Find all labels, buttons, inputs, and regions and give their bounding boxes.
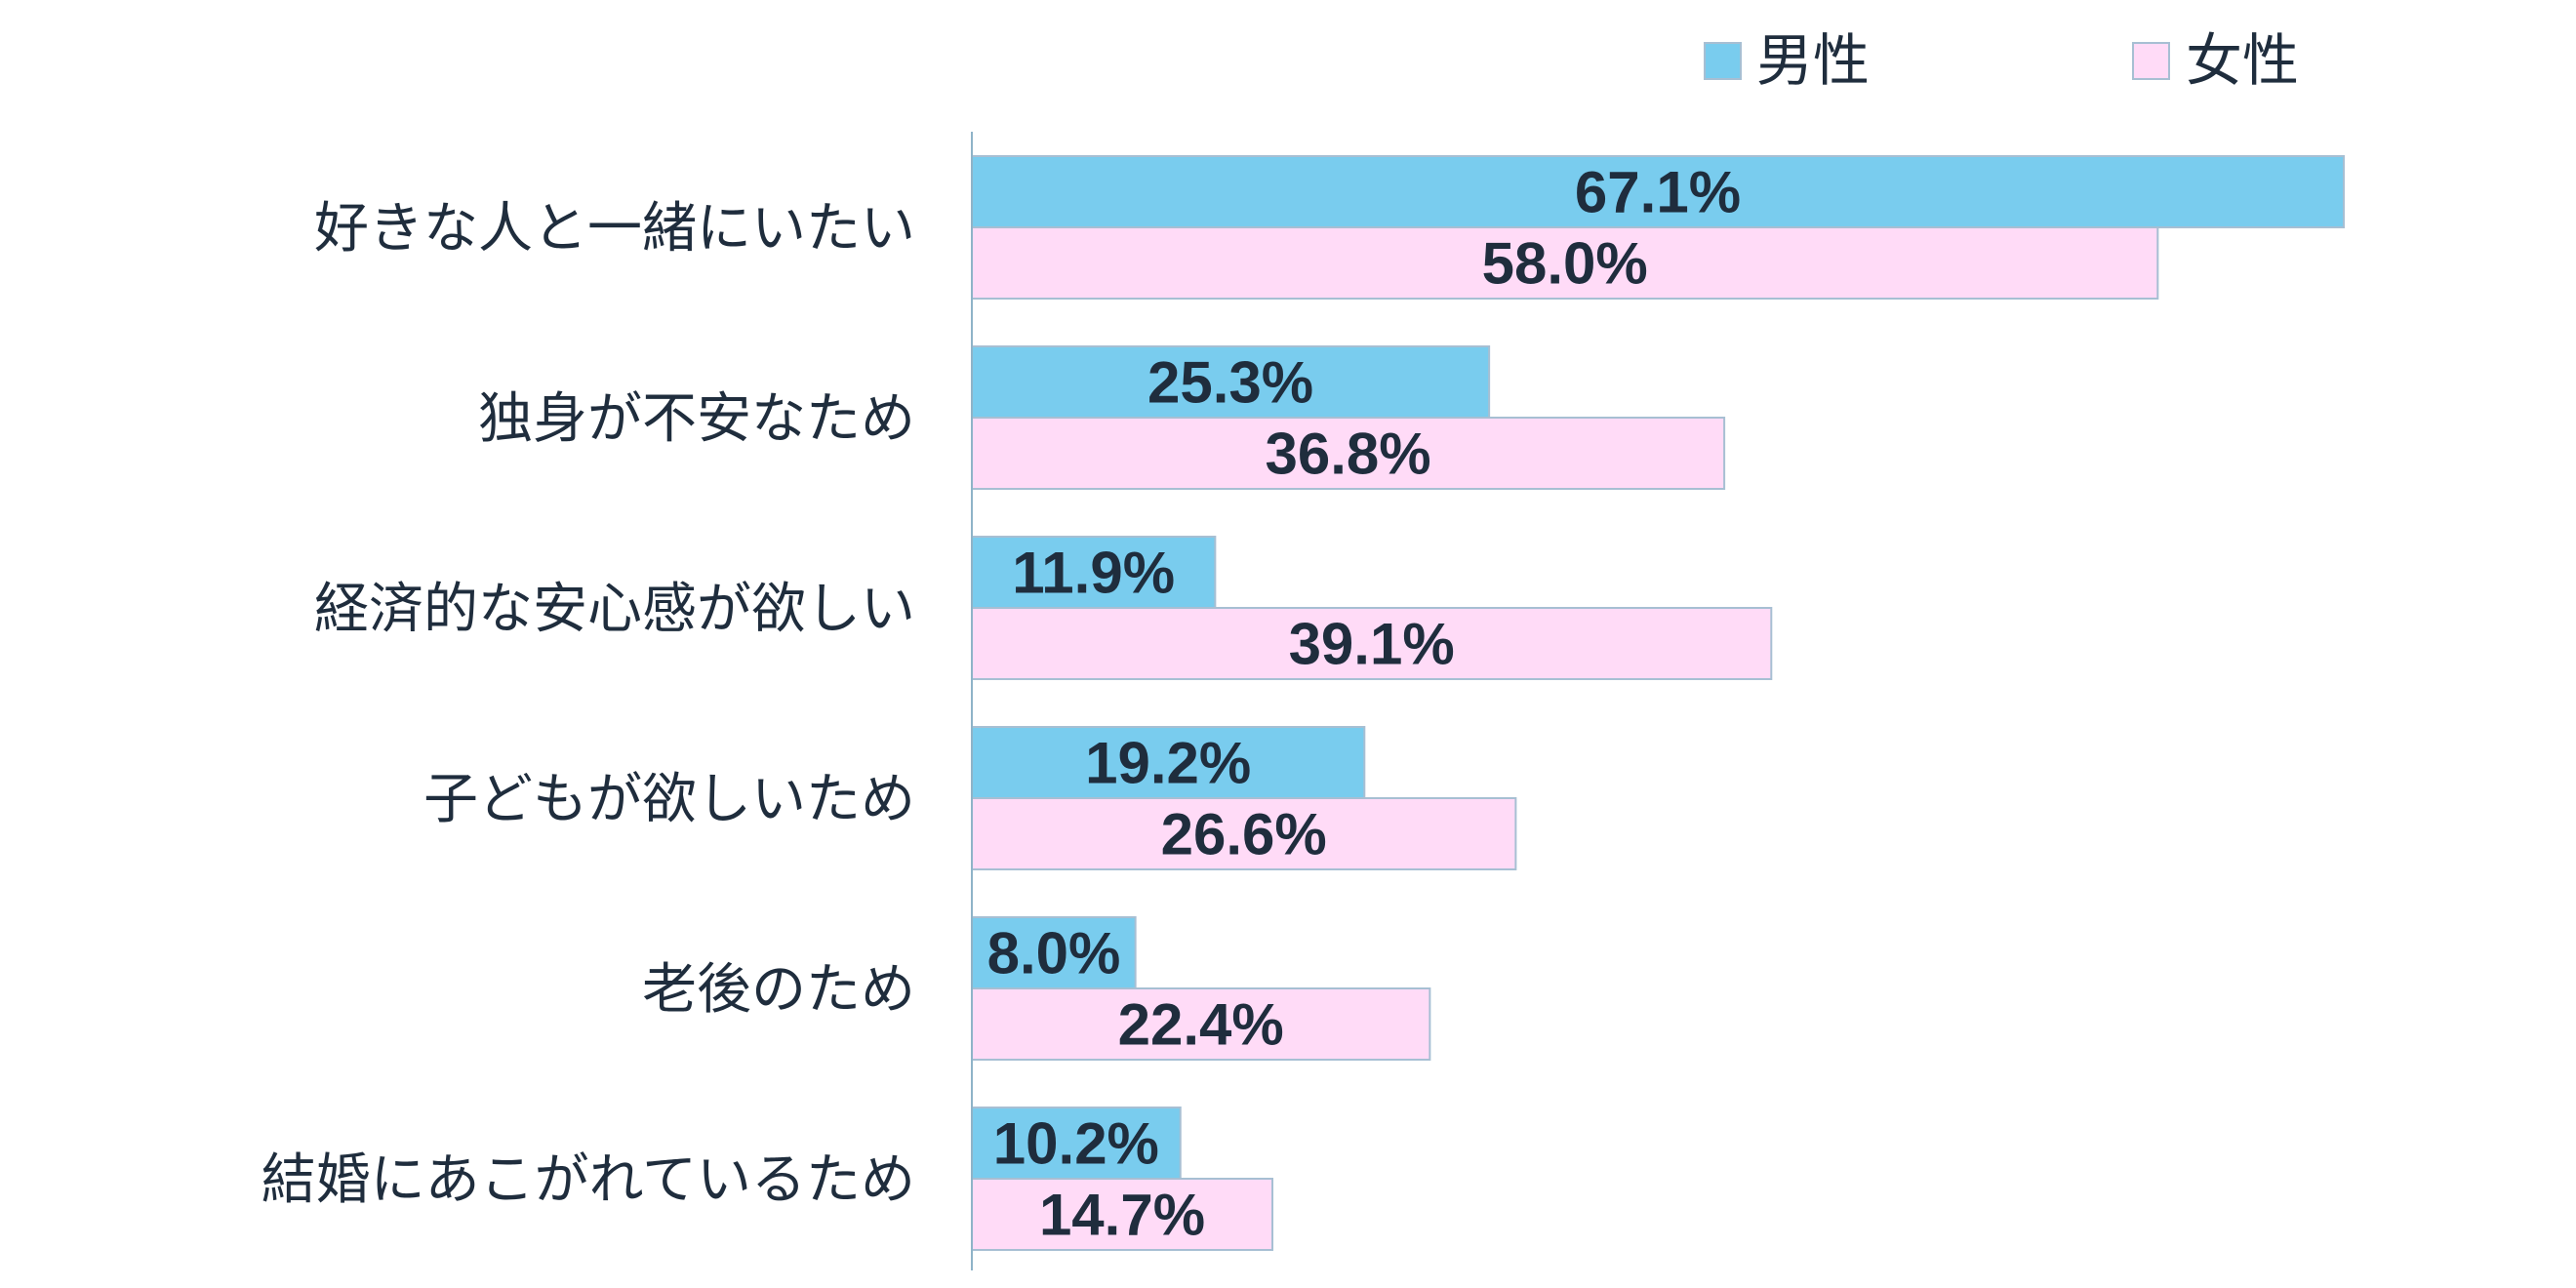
legend-swatch-female [2132, 42, 2170, 80]
data-label-female: 58.0% [1482, 231, 1648, 297]
data-label-male: 10.2% [993, 1111, 1159, 1177]
data-label-female: 26.6% [1161, 802, 1327, 867]
data-label-male: 19.2% [1085, 731, 1251, 796]
legend-label-male: 男性 [1756, 27, 1870, 94]
bar-male [971, 345, 1491, 419]
legend-swatch-male [1704, 42, 1742, 80]
data-label-female: 14.7% [1039, 1183, 1205, 1248]
data-label-male: 25.3% [1147, 350, 1313, 416]
bar-female [971, 607, 1773, 680]
category-label: 独身が不安なため [478, 387, 915, 451]
data-label-male: 11.9% [1012, 541, 1175, 606]
bar-male [971, 1107, 1182, 1180]
data-label-female: 39.1% [1289, 612, 1455, 677]
category-label-group: 好きな人と一緒にいたい独身が不安なため経済的な安心感が欲しい子どもが欲しいため老… [262, 197, 915, 1212]
category-label: 経済的な安心感が欲しい [314, 578, 915, 641]
value-label-group: 67.1%58.0% 25.3%36.8% 11.9% 39.1% 19.2%26.6%… [987, 160, 1741, 1248]
bar-female [971, 417, 1726, 490]
data-label-female: 36.8% [1265, 422, 1430, 487]
data-label-male: 67.1% [1575, 160, 1741, 225]
bar-female [971, 1178, 1274, 1251]
legend: 男性 女性 [1704, 27, 2299, 94]
category-label: 子どもが欲しいため [423, 768, 915, 831]
category-label: 老後のため [642, 958, 915, 1022]
data-label-male: 8.0% [987, 921, 1121, 986]
data-label-female: 22.4% [1118, 992, 1284, 1058]
bar-female [971, 987, 1431, 1061]
category-label: 好きな人と一緒にいたい [314, 197, 915, 261]
category-label: 結婚にあこがれているため [262, 1148, 915, 1212]
legend-label-female: 女性 [2186, 27, 2299, 94]
bar-male [971, 155, 2345, 228]
bar-female [971, 226, 2159, 300]
bar-series-group [971, 155, 2345, 1251]
